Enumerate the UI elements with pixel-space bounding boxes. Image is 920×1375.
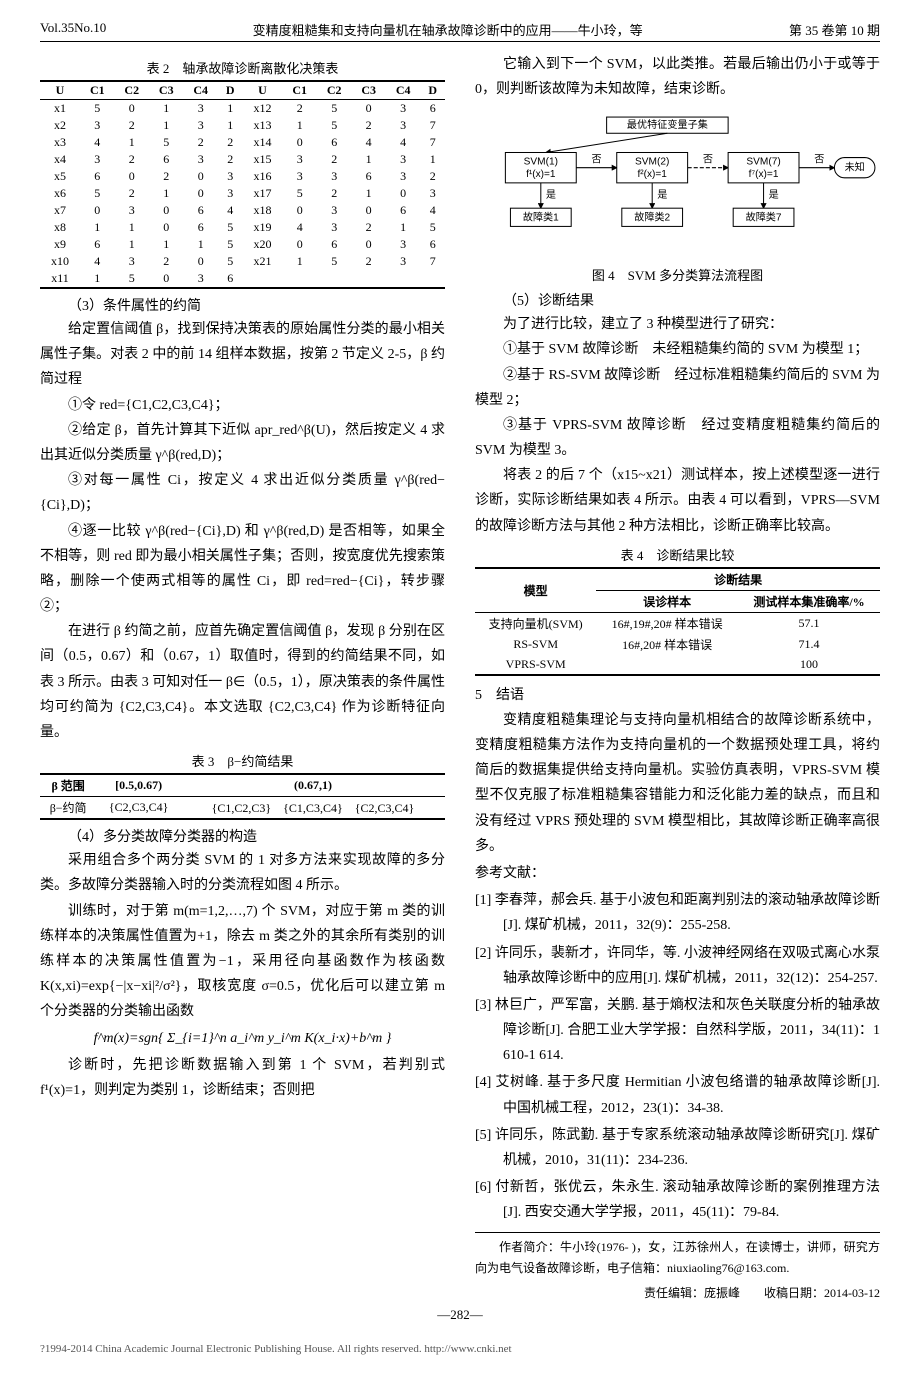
header-center: 变精度粗糙集和支持向量机在轴承故障诊断中的应用——牛小玲，等 bbox=[253, 20, 643, 39]
section-3-3: （3）条件属性的约简 bbox=[40, 295, 445, 315]
para: 在进行 β 约简之前，应首先确定置信阈值 β，发现 β 分别在区间（0.5，0.… bbox=[40, 619, 445, 745]
para: 采用组合多个两分类 SVM 的 1 对多方法来实现故障的多分类。多故障分类器输入… bbox=[40, 848, 445, 898]
ref-item: [6] 付新哲，张优云，朱永生. 滚动轴承故障诊断的案例推理方法[J]. 西安交… bbox=[475, 1175, 880, 1225]
table2: UC1C2C3C4DUC1C2C3C4D x150131x1225036x232… bbox=[40, 80, 445, 289]
svg-text:故障类7: 故障类7 bbox=[746, 211, 782, 224]
header-right: 第 35 卷第 10 期 bbox=[789, 20, 880, 39]
svg-text:故障类2: 故障类2 bbox=[634, 211, 670, 224]
section-3-5: （5）诊断结果 bbox=[475, 290, 880, 310]
table3: β 范围 [0.5,0.67) (0.67,1) β−约简 {C2,C3,C4}… bbox=[40, 773, 445, 820]
footer-copyright: ?1994-2014 China Academic Journal Electr… bbox=[40, 1343, 880, 1355]
table4-caption: 表 4 诊断结果比较 bbox=[475, 545, 880, 564]
left-column: 表 2 轴承故障诊断离散化决策表 UC1C2C3C4DUC1C2C3C4D x1… bbox=[40, 52, 445, 1301]
page-header: Vol.35No.10 变精度粗糙集和支持向量机在轴承故障诊断中的应用——牛小玲… bbox=[40, 20, 880, 42]
para: 变精度粗糙集理论与支持向量机相结合的故障诊断系统中，变精度粗糙集方法作为支持向量… bbox=[475, 708, 880, 859]
svg-text:否: 否 bbox=[814, 154, 824, 166]
table3-caption: 表 3 β−约简结果 bbox=[40, 751, 445, 770]
svg-text:SVM(2): SVM(2) bbox=[635, 157, 669, 168]
section-3-4: （4）多分类故障分类器的构造 bbox=[40, 826, 445, 846]
ref-item: [1] 李春萍，郝会兵. 基于小波包和距离判别法的滚动轴承故障诊断[J]. 煤矿… bbox=[475, 888, 880, 938]
svg-text:未知: 未知 bbox=[845, 161, 865, 174]
page-number: —282— bbox=[40, 1307, 880, 1323]
author-bio: 作者简介：牛小玲(1976- )，女，江苏徐州人，在读博士，讲师，研究方向为电气… bbox=[475, 1232, 880, 1280]
svg-text:SVM(1): SVM(1) bbox=[524, 157, 558, 168]
para: ①基于 SVM 故障诊断 未经粗糙集约简的 SVM 为模型 1； bbox=[475, 337, 880, 362]
table4: 模型诊断结果 误诊样本测试样本集准确率/% 支持向量机(SVM)16#,19#,… bbox=[475, 567, 880, 676]
para: ④逐一比较 γ^β(red−{Ci},D) 和 γ^β(red,D) 是否相等，… bbox=[40, 519, 445, 620]
svg-text:故障类1: 故障类1 bbox=[523, 211, 559, 224]
svg-text:是: 是 bbox=[769, 189, 779, 201]
t3c: {C1,C2,C3} {C1,C3,C4} {C2,C3,C4} bbox=[181, 797, 445, 820]
svg-text:f⁷(x)=1: f⁷(x)=1 bbox=[749, 169, 779, 180]
para: 它输入到下一个 SVM，以此类推。若最后输出仍小于或等于 0，则判断该故障为未知… bbox=[475, 52, 880, 102]
para: 诊断时，先把诊断数据输入到第 1 个 SVM，若判别式 f¹(x)=1，则判定为… bbox=[40, 1053, 445, 1103]
ref-item: [4] 艾树峰. 基于多尺度 Hermitian 小波包络谱的轴承故障诊断[J]… bbox=[475, 1070, 880, 1120]
t3c: {C2,C3,C4} bbox=[96, 797, 181, 820]
para: 给定置信阈值 β，找到保持决策表的原始属性分类的最小相关属性子集。对表 2 中的… bbox=[40, 317, 445, 393]
para: 训练时，对于第 m(m=1,2,…,7) 个 SVM，对应于第 m 类的训练样本… bbox=[40, 899, 445, 1025]
para: ③对每一属性 Ci，按定义 4 求出近似分类质量 γ^β(red−{Ci},D)… bbox=[40, 468, 445, 518]
svg-text:SVM(7): SVM(7) bbox=[746, 157, 780, 168]
para: ②基于 RS-SVM 故障诊断 经过标准粗糙集约简后的 SVM 为模型 2； bbox=[475, 363, 880, 413]
svg-text:否: 否 bbox=[703, 154, 713, 166]
t3h: (0.67,1) bbox=[181, 774, 445, 797]
figure4-caption: 图 4 SVM 多分类算法流程图 bbox=[475, 265, 880, 284]
editor-note: 责任编辑：庞振峰 收稿日期：2014-03-12 bbox=[475, 1284, 880, 1301]
para: ①令 red={C1,C2,C3,C4}； bbox=[40, 393, 445, 418]
ref-item: [3] 林巨广，严军富，关鹏. 基于熵权法和灰色关联度分析的轴承故障诊断[J].… bbox=[475, 993, 880, 1069]
svg-text:否: 否 bbox=[591, 154, 601, 166]
t3h: β 范围 bbox=[40, 774, 96, 797]
section-5-heading: 5 结语 bbox=[475, 684, 880, 704]
formula-fm: f^m(x)=sgn{ Σ_{i=1}^n a_i^m y_i^m K(x_i·… bbox=[40, 1031, 445, 1047]
svg-text:f¹(x)=1: f¹(x)=1 bbox=[526, 169, 556, 180]
ref-item: [5] 许同乐，陈武勤. 基于专家系统滚动轴承故障诊断研究[J]. 煤矿机械，2… bbox=[475, 1123, 880, 1173]
svg-text:f²(x)=1: f²(x)=1 bbox=[637, 169, 667, 180]
references: 参考文献： [1] 李春萍，郝会兵. 基于小波包和距离判别法的滚动轴承故障诊断[… bbox=[475, 861, 880, 1226]
figure4-svm-diagram: 最优特征变量子集 SVM(1) f¹(x)=1 否 SVM(2) f²(x)=1… bbox=[475, 112, 880, 254]
table2-caption: 表 2 轴承故障诊断离散化决策表 bbox=[40, 58, 445, 77]
para: 为了进行比较，建立了 3 种模型进行了研究： bbox=[475, 312, 880, 337]
svg-text:最优特征变量子集: 最优特征变量子集 bbox=[627, 119, 708, 132]
svg-text:是: 是 bbox=[657, 189, 667, 201]
header-left: Vol.35No.10 bbox=[40, 20, 106, 39]
right-column: 它输入到下一个 SVM，以此类推。若最后输出仍小于或等于 0，则判断该故障为未知… bbox=[475, 52, 880, 1301]
refs-heading: 参考文献： bbox=[475, 861, 880, 886]
para: 将表 2 的后 7 个（x15~x21）测试样本，按上述模型逐一进行诊断，实际诊… bbox=[475, 463, 880, 539]
svg-text:是: 是 bbox=[546, 189, 556, 201]
t3h: [0.5,0.67) bbox=[96, 774, 181, 797]
ref-item: [2] 许同乐，裴新才，许同华，等. 小波神经网络在双吸式离心水泵轴承故障诊断中… bbox=[475, 941, 880, 991]
t3c: β−约简 bbox=[40, 797, 96, 820]
para: ②给定 β，首先计算其下近似 apr_red^β(U)，然后按定义 4 求出其近… bbox=[40, 418, 445, 468]
para: ③基于 VPRS-SVM 故障诊断 经过变精度粗糙集约简后的 SVM 为模型 3… bbox=[475, 413, 880, 463]
